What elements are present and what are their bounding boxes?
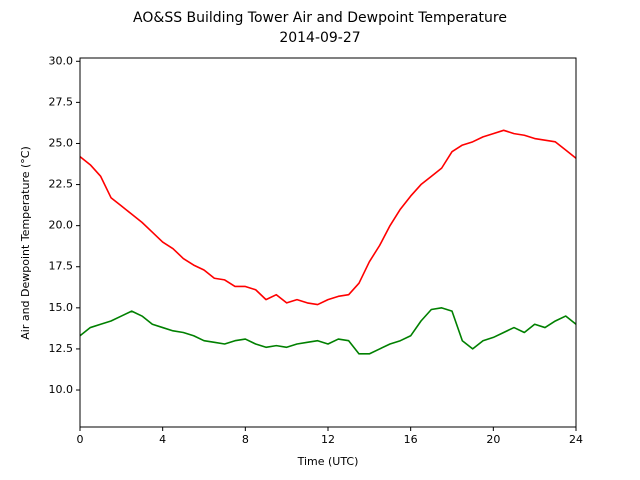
data-line	[79, 307, 577, 355]
chart-subtitle: 2014-09-27	[279, 30, 360, 46]
y-axis-label: Air and Dewpoint Temperature (°C)	[19, 146, 32, 340]
y-tick-label: 17.5	[49, 260, 74, 273]
x-tick-label: 16	[404, 433, 418, 446]
data-line	[79, 129, 577, 306]
y-tick-label: 27.5	[49, 95, 74, 108]
x-tick-label: 0	[77, 433, 84, 446]
y-tick-label: 20.0	[49, 219, 74, 232]
x-tick-label: 24	[569, 433, 583, 446]
y-tick-label: 12.5	[49, 342, 74, 355]
y-tick-label: 22.5	[49, 178, 74, 191]
x-tick-label: 4	[159, 433, 166, 446]
x-tick-label: 20	[486, 433, 500, 446]
y-tick-label: 10.0	[49, 383, 74, 396]
chart-title: AO&SS Building Tower Air and Dewpoint Te…	[133, 10, 507, 26]
x-tick-label: 8	[242, 433, 249, 446]
x-axis-label: Time (UTC)	[297, 455, 359, 468]
x-tick-label: 12	[321, 433, 335, 446]
plot-frame	[79, 57, 577, 428]
y-tick-label: 25.0	[49, 136, 74, 149]
y-tick-label: 30.0	[49, 54, 74, 67]
y-tick-label: 15.0	[49, 301, 74, 314]
